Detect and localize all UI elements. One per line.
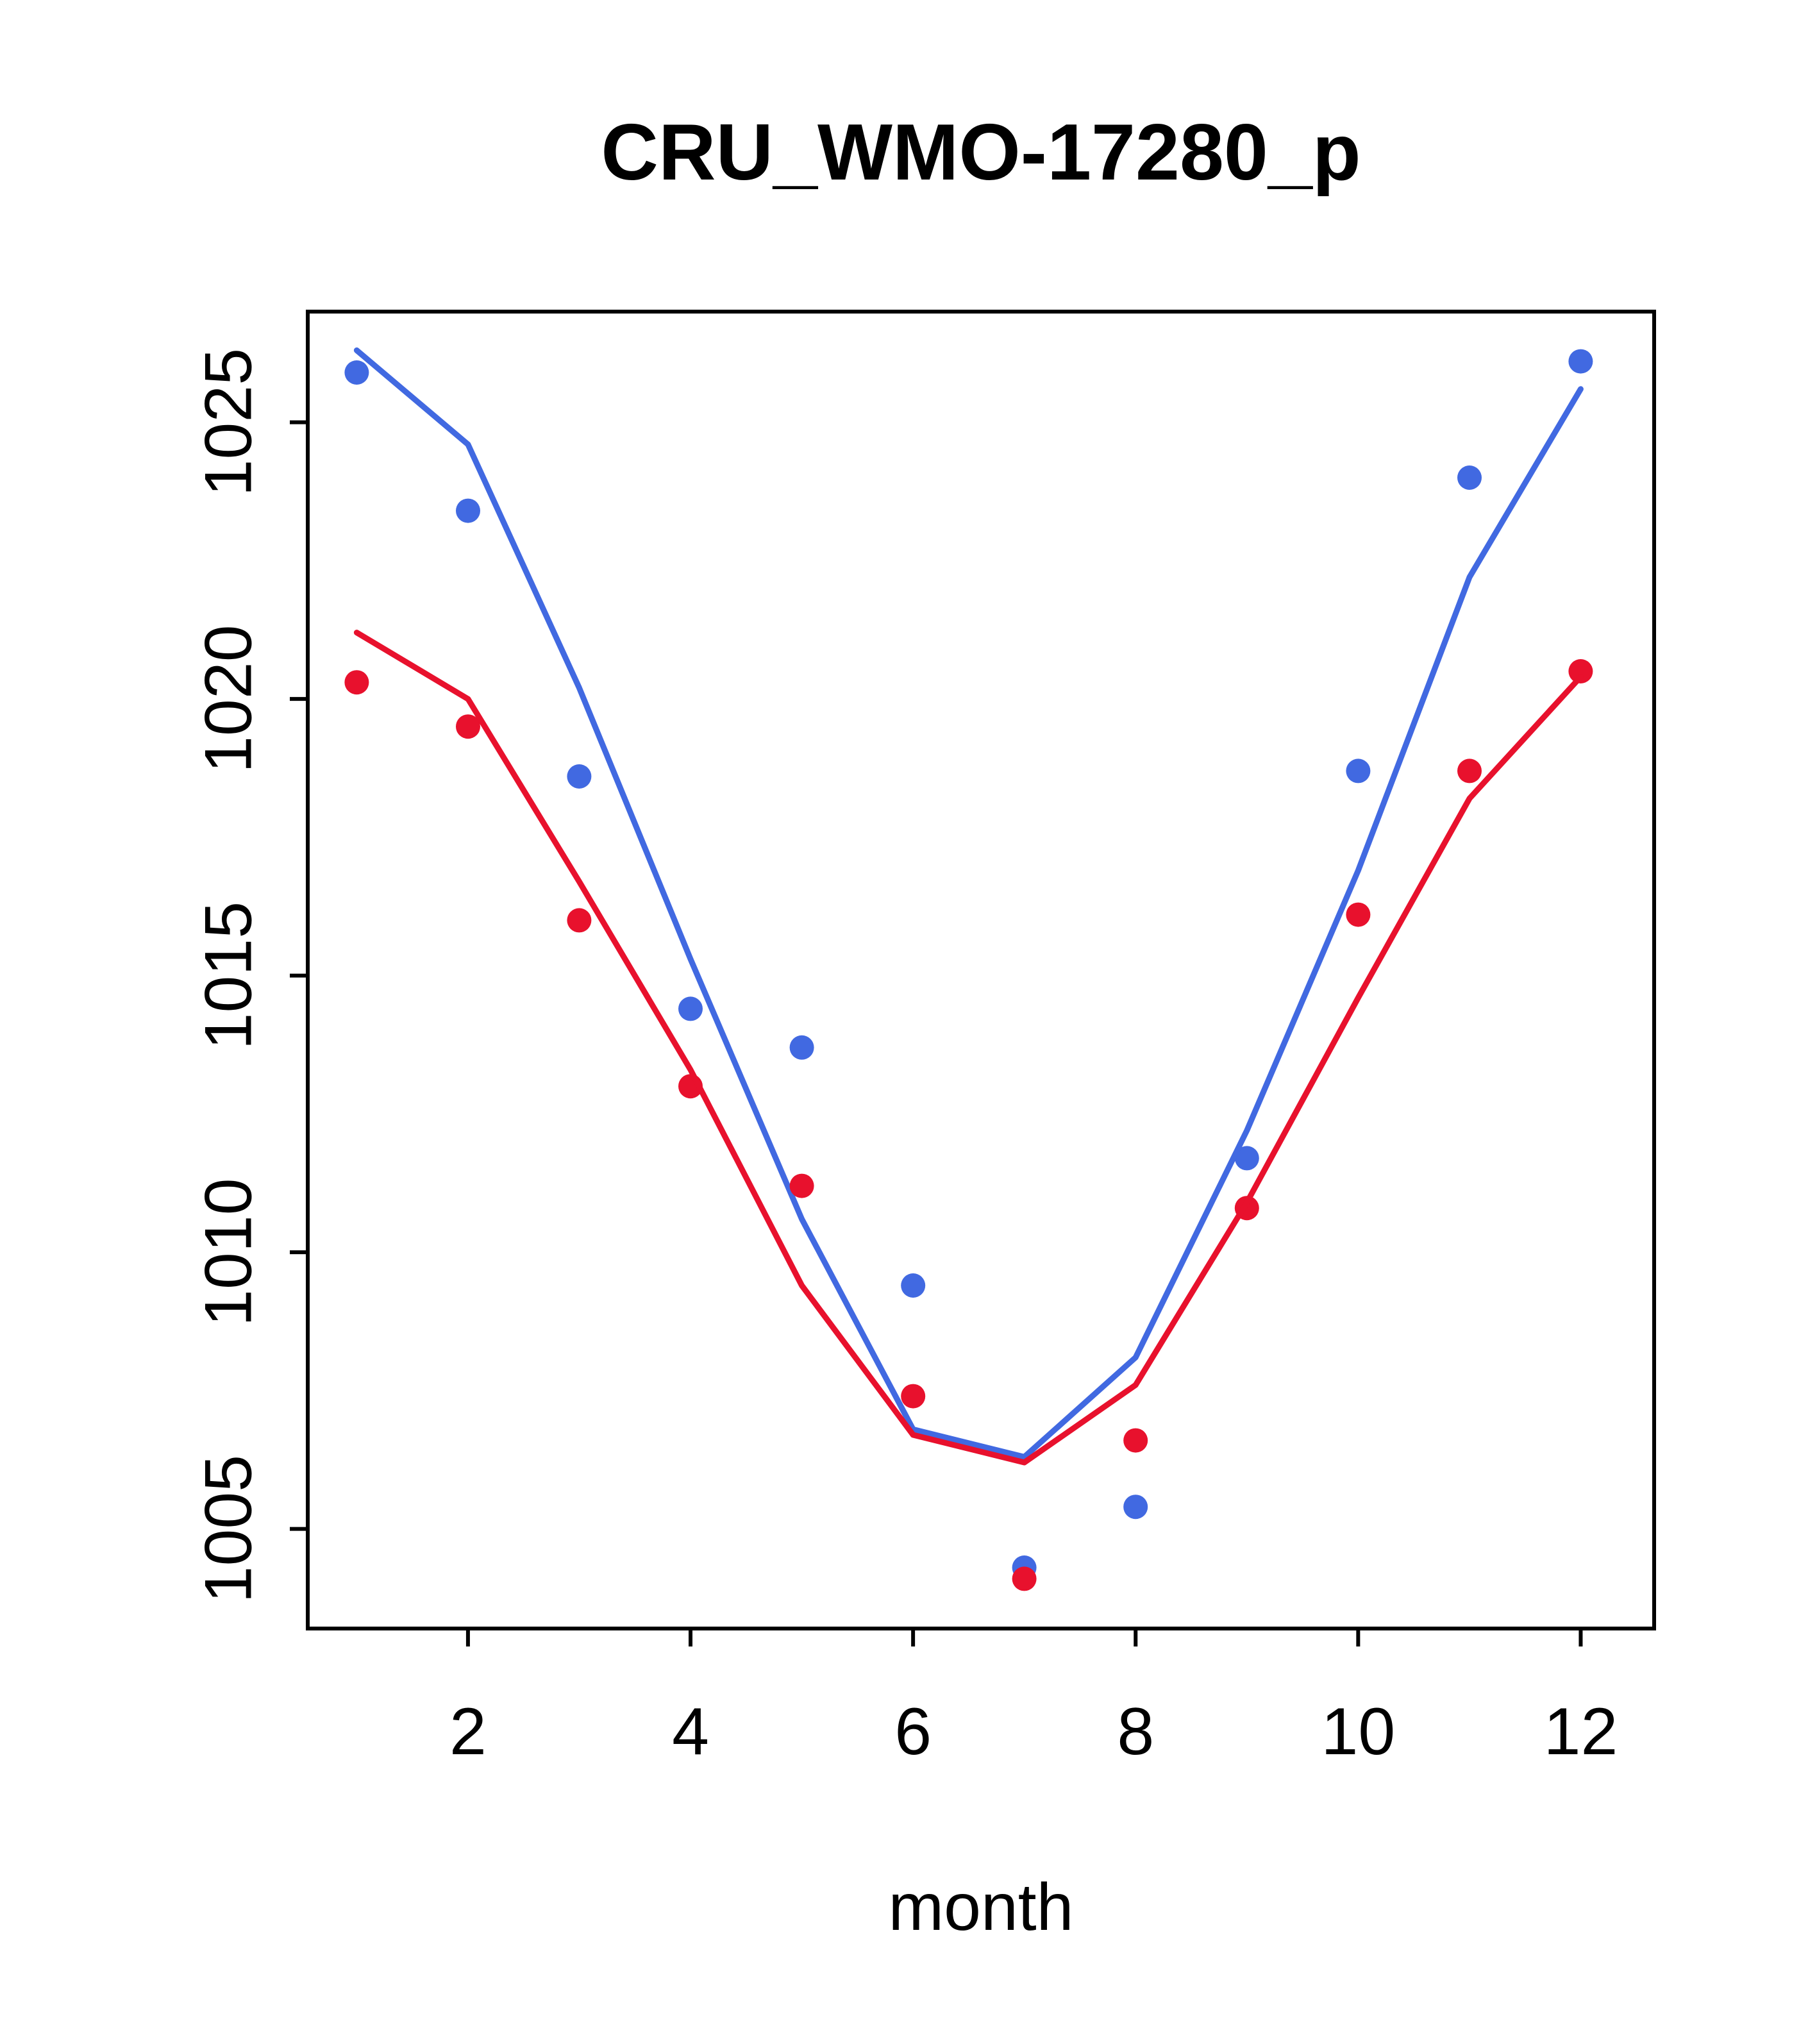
model-red-line — [353, 630, 1584, 1466]
observed-blue-point — [789, 1035, 814, 1060]
plot-border — [306, 310, 1656, 1630]
observed-red-point — [1346, 902, 1371, 927]
y-tick-label: 1005 — [191, 1455, 265, 1603]
observed-red-point — [1012, 1566, 1037, 1591]
model-blue-line — [353, 347, 1584, 1460]
observed-red-point — [901, 1384, 926, 1409]
x-tick-label: 2 — [449, 1695, 487, 1769]
observed-red-point — [456, 714, 480, 739]
y-axis: 1005 1010 1015 1020 1025 — [191, 348, 308, 1603]
observed-red-point — [1568, 659, 1593, 683]
observed-blue-point — [1123, 1495, 1148, 1520]
y-tick-label: 1015 — [191, 901, 265, 1050]
x-tick-label: 10 — [1321, 1695, 1396, 1769]
observed-blue-point — [567, 764, 592, 789]
plot-frame — [306, 310, 1656, 1630]
observed-red-point — [1123, 1428, 1148, 1453]
y-tick-label: 1025 — [191, 348, 265, 496]
y-tick-label: 1010 — [191, 1178, 265, 1326]
x-axis-label: month — [888, 1870, 1073, 1945]
observed-blue-point — [1346, 758, 1371, 783]
chart-title: CRU_WMO-17280_p — [601, 108, 1361, 197]
observed-red-point — [1457, 758, 1482, 783]
x-axis: 2 4 6 8 10 12 — [449, 1629, 1618, 1769]
x-tick-label: 12 — [1544, 1695, 1618, 1769]
observed-red-point — [344, 670, 369, 695]
observed-blue-point — [1234, 1146, 1259, 1171]
observed-blue-point — [456, 498, 480, 523]
x-tick-label: 6 — [894, 1695, 932, 1769]
x-tick-label: 8 — [1117, 1695, 1154, 1769]
observed-red-point — [567, 908, 592, 933]
y-tick-label: 1020 — [191, 624, 265, 773]
observed-blue-point — [901, 1273, 926, 1298]
observed-blue-point — [1568, 349, 1593, 374]
series-layer — [344, 347, 1593, 1591]
observed-red-point — [789, 1173, 814, 1198]
x-tick-label: 4 — [672, 1695, 709, 1769]
observed-blue-point — [344, 360, 369, 385]
observed-blue-point — [678, 996, 703, 1021]
observed-blue-point — [1457, 465, 1482, 490]
